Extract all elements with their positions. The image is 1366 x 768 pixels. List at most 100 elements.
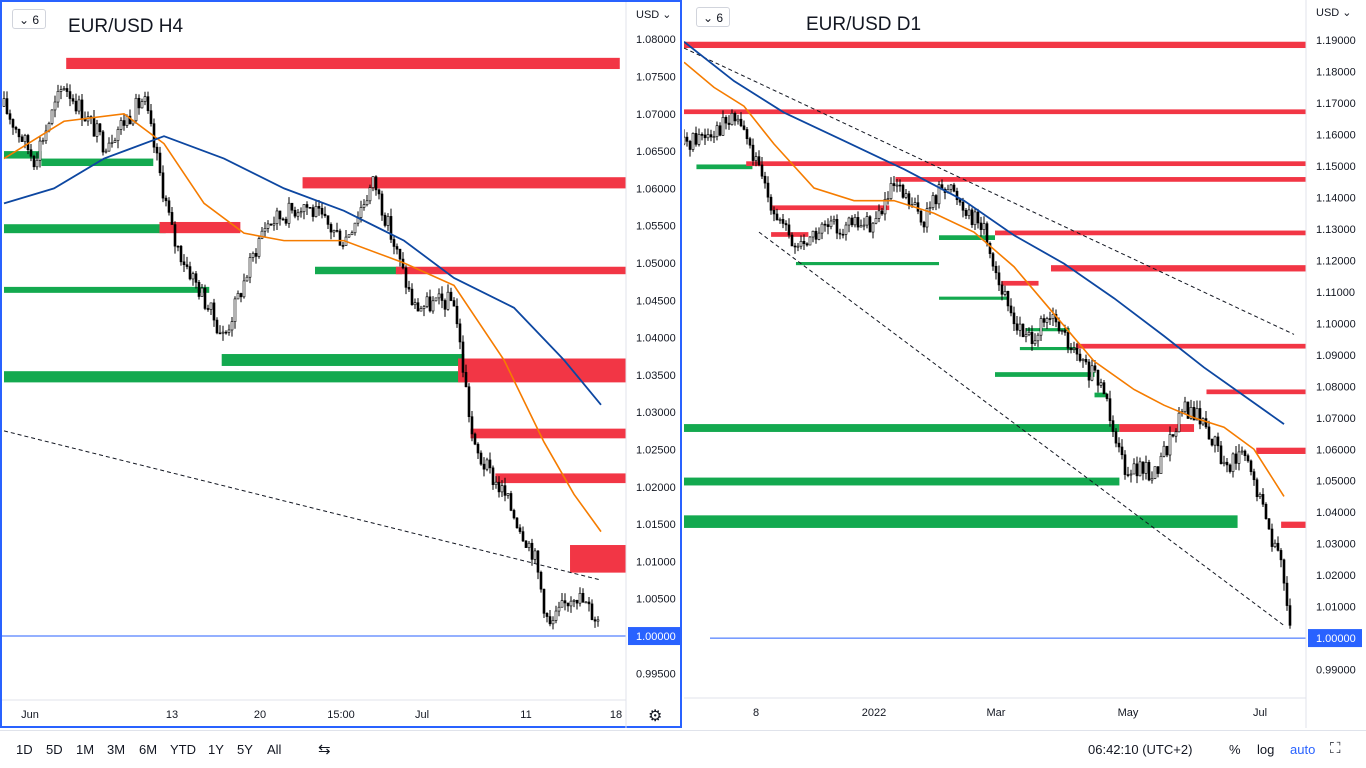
candle-body [730,113,734,125]
chart-canvas-right[interactable]: 1.19000 1.18000 1.17000 1.16000 1.15000 1.140… [684,0,1366,728]
candle-body [1063,330,1067,333]
interval-selector-left[interactable]: ⌄ 6 [12,9,47,29]
chart-canvas-left[interactable]: 1.08000 1.07500 1.07000 1.06500 1.06000 1.055… [2,2,682,728]
y-tick-label: 1.10000 [1316,318,1356,330]
candle-body [1213,436,1217,446]
candle-body [748,138,752,146]
fullscreen-icon[interactable]: ⛶ [1330,740,1341,757]
candle-body [1267,518,1271,530]
candle-body [35,159,39,168]
candle-body [1198,408,1202,425]
candle-body [1126,474,1130,476]
candle-body [1033,340,1037,345]
clock-time[interactable]: 06:42:10 (UTC+2) [1088,742,1193,757]
supply-zone [458,358,626,383]
candle-body [1225,461,1229,466]
candle-body [1168,434,1172,456]
candle-body [1117,442,1121,448]
candle-body [407,287,411,290]
candle-body [455,305,459,325]
candle-body [700,134,704,136]
candle-body [1222,461,1226,464]
y-tick-label: 1.06000 [1316,444,1356,456]
timeframe-6m[interactable]: 6M [139,742,158,757]
candle-body [709,134,713,138]
demand-zone [1094,392,1107,398]
candle-body [727,122,731,125]
candle-body [236,293,240,300]
timeframe-3m[interactable]: 3M [107,742,126,757]
y-tick-label: 1.07000 [1316,413,1356,425]
candle-body [907,193,911,206]
y-tick-label: 1.04000 [1316,507,1356,519]
chart-pane-right[interactable]: 1.19000 1.18000 1.17000 1.16000 1.15000 1.140… [684,0,1366,728]
candle-body [62,88,66,90]
candle-body [569,600,573,607]
candle-body [29,149,33,157]
date-range-icon[interactable]: ⇆ [318,741,331,758]
candle-body [691,133,695,150]
demand-zone [939,235,995,240]
x-tick-label: 20 [254,709,266,721]
chart-pane-left[interactable]: 1.08000 1.07500 1.07000 1.06500 1.06000 1.055… [0,0,682,728]
x-tick-label: 8 [753,707,759,719]
candle-body [1165,445,1169,456]
candle-body [494,481,498,485]
candle-body [874,218,878,224]
timeframe-all[interactable]: All [267,742,282,757]
candle-body [904,193,908,198]
candle-body [38,140,42,161]
candle-body [233,298,237,322]
demand-zone [995,372,1095,377]
y-tick-label: 1.18000 [1316,67,1356,79]
moving-average-fast [684,61,1285,497]
interval-selector-right[interactable]: ⌄ 6 [696,7,731,27]
timeframe-1m[interactable]: 1M [76,742,95,757]
candle-body [359,207,363,218]
candle-body [371,176,375,188]
timeframe-1d[interactable]: 1D [16,742,33,757]
candle-body [473,433,477,445]
candle-body [856,217,860,228]
candle-body [176,245,180,248]
candle-body [1189,407,1193,419]
candle-body [410,288,414,306]
timeframe-5y[interactable]: 5Y [237,742,253,757]
candle-body [775,213,779,221]
log-toggle[interactable]: log [1257,742,1275,757]
timeframe-5d[interactable]: 5D [46,742,63,757]
currency-selector-left[interactable]: USD ⌄ [636,8,672,21]
candle-body [1219,445,1223,464]
candle-body [1144,462,1148,474]
candle-body [560,600,564,608]
settings-gear-icon[interactable]: ⚙ [648,708,663,725]
candle-body [838,232,842,235]
supply-zone [1119,424,1195,432]
currency-selector-right[interactable]: USD ⌄ [1316,6,1352,19]
candle-body [712,136,716,138]
candle-body [1240,450,1244,453]
candle-body [769,196,773,211]
timeframe-ytd[interactable]: YTD [170,742,196,757]
candle-body [572,600,576,602]
candle-body [557,606,561,612]
candle-body [287,202,291,224]
percent-toggle[interactable]: % [1229,742,1241,757]
candle-body [563,600,567,604]
candle-body [260,230,264,239]
candle-body [835,218,839,234]
demand-zone [684,424,1120,432]
auto-toggle[interactable]: auto [1290,742,1316,757]
candle-body [1096,369,1100,386]
y-tick-label: 1.12000 [1316,255,1356,267]
candle-body [368,187,372,202]
candle-body [44,130,48,141]
timeframe-1y[interactable]: 1Y [208,742,224,757]
candle-body [479,452,483,465]
candle-body [413,302,417,306]
y-tick-label: 1.04000 [636,333,676,345]
candle-body [74,100,78,112]
candle-body [1276,542,1280,551]
x-tick-label: Mar [987,707,1006,719]
y-tick-label: 1.07500 [636,71,676,83]
